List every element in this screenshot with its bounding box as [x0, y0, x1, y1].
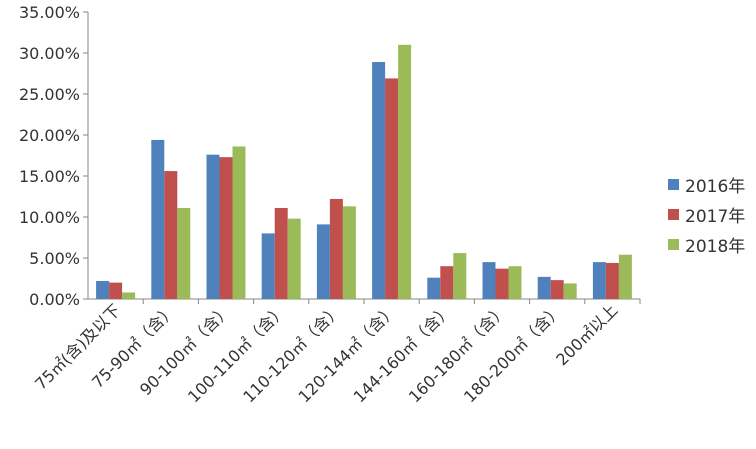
- bar: [427, 277, 441, 299]
- bar: [372, 62, 386, 299]
- bar: [495, 268, 509, 299]
- bar: [453, 253, 467, 299]
- y-tick-label: 0.00%: [29, 290, 80, 309]
- bar: [550, 280, 564, 299]
- bar: [385, 78, 399, 299]
- legend-item: 2016年: [668, 172, 746, 197]
- bar: [287, 218, 301, 299]
- y-tick-label: 10.00%: [19, 208, 80, 227]
- legend-item: 2017年: [668, 202, 746, 227]
- bar: [342, 206, 356, 299]
- legend-swatch: [668, 238, 679, 250]
- bar: [164, 171, 178, 299]
- x-tick-label: 144-160㎡（含）: [350, 300, 456, 406]
- bar: [508, 266, 522, 299]
- y-tick-label: 30.00%: [19, 44, 80, 63]
- bar: [122, 292, 136, 299]
- legend-label: 2017年: [685, 206, 746, 227]
- bar: [96, 280, 110, 299]
- x-tick-label: 100-110㎡（含）: [184, 300, 290, 406]
- x-tick-label: 160-180㎡（含）: [405, 300, 511, 406]
- y-tick-label: 5.00%: [29, 249, 80, 268]
- legend-swatch: [668, 208, 679, 220]
- bar: [232, 146, 246, 299]
- chart-legend: 2016年 2017年 2018年: [668, 172, 745, 262]
- legend-label: 2016年: [685, 176, 746, 197]
- legend-item: 2018年: [668, 232, 746, 257]
- y-tick-label: 20.00%: [19, 126, 80, 145]
- bar: [440, 266, 454, 299]
- bar: [274, 207, 288, 299]
- bar: [605, 262, 619, 299]
- bar: [219, 157, 233, 299]
- bar: [316, 224, 330, 299]
- y-tick-label: 15.00%: [19, 167, 80, 186]
- y-tick-label: 35.00%: [19, 3, 80, 22]
- bar: [177, 207, 191, 299]
- bar: [482, 262, 496, 299]
- bar: [329, 198, 343, 299]
- legend-label: 2018年: [685, 236, 746, 257]
- bar: [398, 44, 412, 299]
- bar: [206, 154, 220, 299]
- y-tick-label: 25.00%: [19, 85, 80, 104]
- x-tick-label: 180-200㎡（含）: [460, 300, 566, 406]
- bar: [563, 283, 577, 299]
- bar: [109, 282, 123, 299]
- bar: [151, 139, 165, 299]
- legend-swatch: [668, 178, 679, 190]
- bar: [592, 262, 606, 299]
- x-tick-label: 110-120㎡（含）: [239, 300, 345, 406]
- bar: [261, 233, 275, 299]
- bar: [537, 276, 551, 299]
- x-tick-label: 120-144㎡（含）: [294, 300, 400, 406]
- bar: [618, 254, 632, 299]
